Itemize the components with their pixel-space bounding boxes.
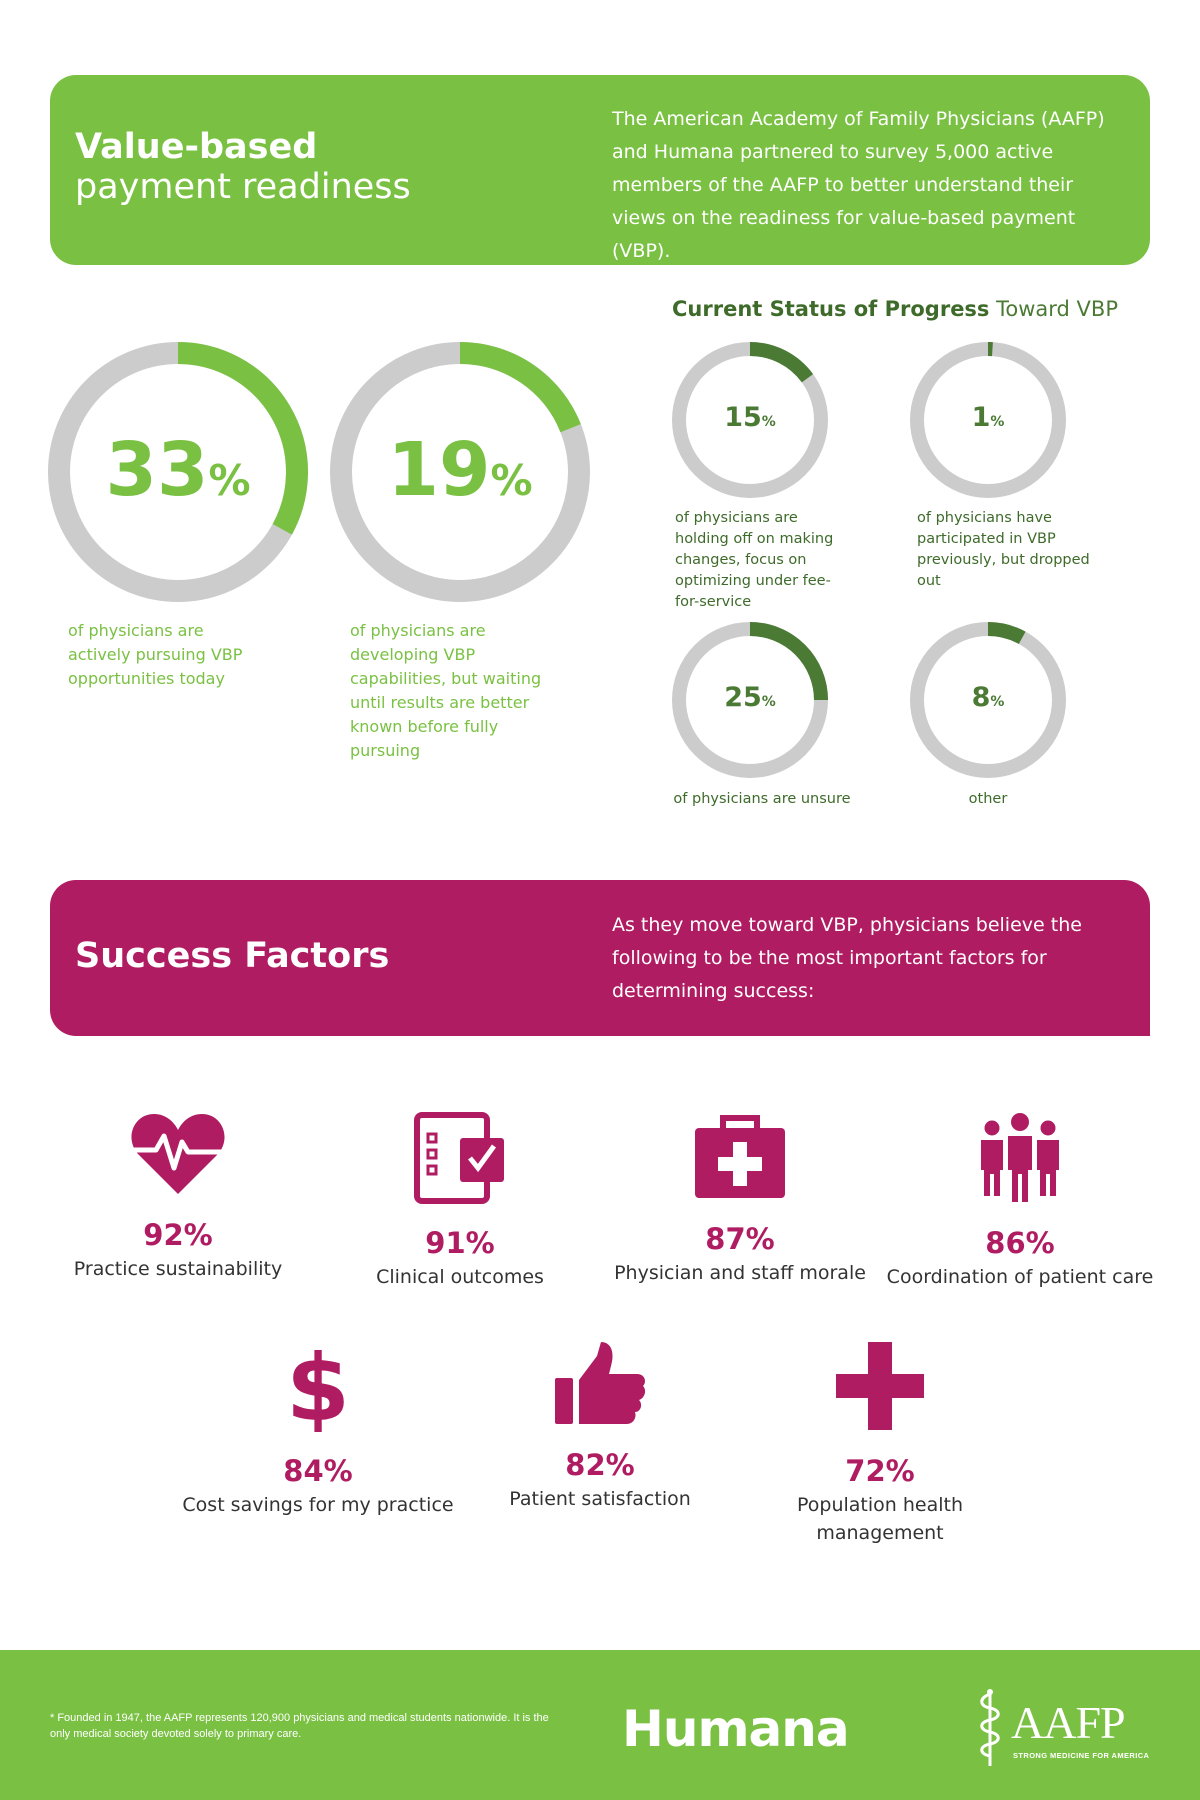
main-stat-caption-2: of physicians are developing VBP capabil…: [350, 621, 542, 760]
donut-value-arc: [987, 622, 1026, 645]
people-group-icon: [981, 1113, 1059, 1202]
main-stat-donut-1: 33%: [48, 342, 308, 602]
factor-label: Patient satisfaction: [509, 1488, 691, 1510]
donut-value-arc: [459, 342, 581, 433]
factor-item-population-health: 72% Population health management: [760, 1340, 1000, 1547]
status-value: 25%: [724, 682, 776, 713]
factor-item-cost-savings: $ 84% Cost savings for my practice: [178, 1340, 458, 1519]
donut-ring: [910, 622, 1066, 778]
donut-ring: [672, 342, 828, 498]
vbp-title-bold: Value-based: [75, 127, 318, 167]
status-caption-1: of physicians are holding off on making …: [675, 510, 834, 610]
donut-value-arc: [177, 342, 308, 535]
factor-percent: 91%: [425, 1226, 495, 1260]
status-caption-4: other: [968, 791, 1008, 807]
factor-percent: 84%: [283, 1454, 353, 1488]
status-donut-3: 25%: [672, 622, 828, 778]
footer: * Founded in 1947, the AAFP represents 1…: [0, 1650, 1200, 1800]
svg-text:$: $: [288, 1340, 348, 1432]
donut-value-arc: [749, 342, 814, 383]
factor-percent: 86%: [985, 1226, 1055, 1260]
status-donut-1: 15%: [672, 342, 828, 498]
caduceus-icon: [980, 1689, 1000, 1766]
success-factors-description: As they move toward VBP, physicians beli…: [612, 914, 1082, 1002]
factor-label: Physician and staff morale: [614, 1262, 866, 1284]
humana-logo: Humana: [622, 1700, 850, 1758]
factor-item-physician-staff-morale: 87% Physician and staff morale: [610, 1112, 870, 1287]
main-stat-donut-2: 19%: [330, 342, 590, 602]
main-stat-value: 33%: [105, 427, 251, 513]
status-donut-2: 1%: [910, 342, 1066, 498]
aafp-logo: AAFP STRONG MEDICINE FOR AMERICA: [975, 1688, 1165, 1768]
factor-percent: 82%: [565, 1448, 635, 1482]
donut-ring: [330, 342, 590, 602]
aafp-wordmark: AAFP: [1011, 1697, 1126, 1748]
factor-percent: 72%: [845, 1454, 915, 1488]
main-stat-value: 19%: [387, 427, 533, 513]
vbp-description: The American Academy of Family Physician…: [612, 108, 1105, 262]
factor-label: Clinical outcomes: [376, 1266, 544, 1288]
status-value: 8%: [971, 682, 1005, 713]
thumbs-up-icon: [555, 1342, 646, 1424]
factor-label: Cost savings for my practice: [182, 1494, 454, 1516]
factor-item-clinical-outcomes: 91% Clinical outcomes: [340, 1112, 580, 1291]
vbp-title-light: payment readiness: [75, 167, 411, 208]
factor-label: Population health management: [796, 1494, 963, 1544]
aafp-tagline: STRONG MEDICINE FOR AMERICA: [1013, 1751, 1150, 1760]
success-factors-title: Success Factors: [75, 936, 390, 976]
medical-kit-icon: [695, 1115, 785, 1198]
checklist-icon: [414, 1112, 504, 1204]
factor-label: Practice sustainability: [73, 1258, 283, 1280]
status-donut-4: 8%: [910, 622, 1066, 778]
plus-cross-icon: [836, 1342, 924, 1430]
heart-pulse-icon: [131, 1114, 225, 1194]
factor-percent: 87%: [705, 1222, 775, 1256]
donut-ring: [48, 342, 308, 602]
factor-label: Coordination of patient care: [886, 1266, 1154, 1288]
vbp-title: Value-based payment readiness: [75, 127, 411, 208]
dollar-icon: $: [288, 1340, 348, 1432]
factor-item-patient-satisfaction: 82% Patient satisfaction: [460, 1340, 740, 1513]
status-value: 1%: [971, 402, 1005, 433]
factor-item-practice-sustainability: 92% Practice sustainability: [58, 1112, 298, 1283]
footnote: * Founded in 1947, the AAFP represents 1…: [50, 1712, 549, 1740]
factor-item-coordination-patient-care: 86% Coordination of patient care: [880, 1112, 1160, 1291]
status-value: 15%: [724, 402, 776, 433]
donut-value-arc: [749, 622, 828, 701]
donut-ring: [672, 622, 828, 778]
donut-ring: [910, 342, 1066, 498]
success-factors-banner: Success Factors As they move toward VBP,…: [50, 880, 1150, 1036]
main-stat-caption-1: of physicians are actively pursuing VBP …: [68, 621, 243, 688]
factor-percent: 92%: [143, 1218, 213, 1252]
vbp-banner: Value-based payment readiness The Americ…: [50, 75, 1150, 265]
status-caption-3: of physicians are unsure: [673, 791, 851, 807]
status-heading: Current Status of Progress Toward VBP: [672, 297, 1118, 321]
status-caption-2: of physicians have participated in VBP p…: [917, 510, 1090, 589]
